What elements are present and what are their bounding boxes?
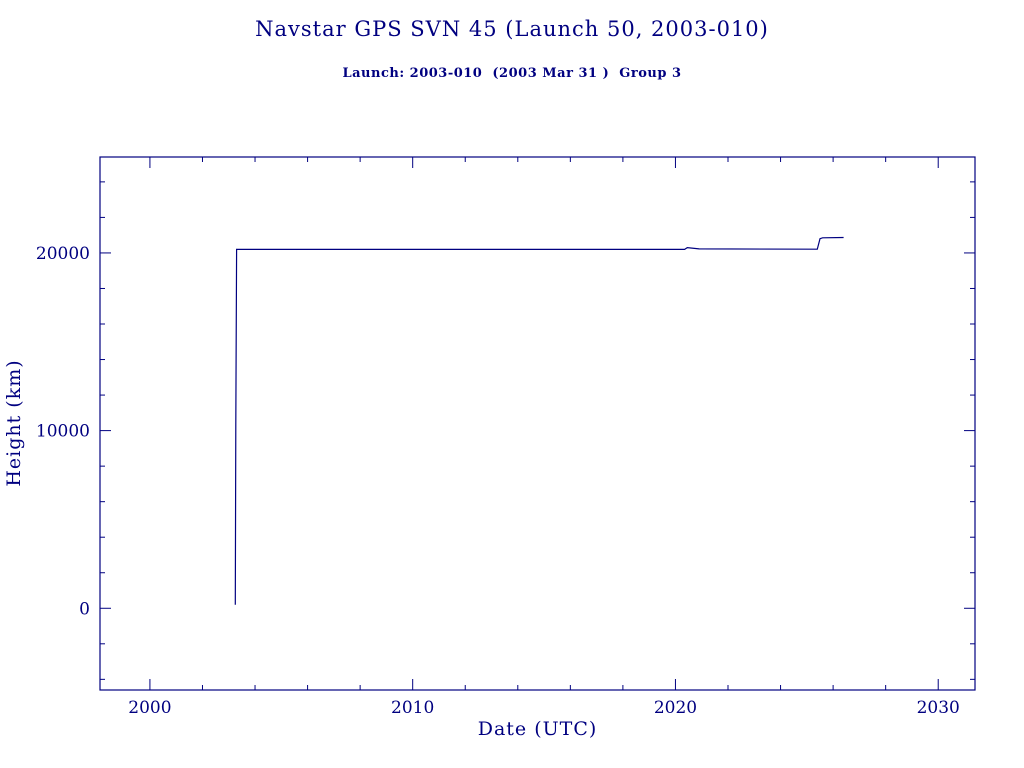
x-tick-label: 2030 <box>917 698 960 718</box>
y-tick-label: 20000 <box>36 244 90 264</box>
chart-title: Navstar GPS SVN 45 (Launch 50, 2003-010) <box>255 17 769 41</box>
x-axis-label: Date (UTC) <box>477 718 598 740</box>
x-tick-label: 2020 <box>654 698 697 718</box>
series-line-height-km <box>234 236 844 605</box>
y-axis-label: Height (km) <box>3 359 25 487</box>
y-tick-label: 10000 <box>36 422 90 442</box>
chart-subtitle: Launch: 2003-010 (2003 Mar 31 ) Group 3 <box>342 66 682 81</box>
x-tick-label: 2010 <box>391 698 434 718</box>
y-tick-label: 0 <box>79 599 90 619</box>
axis-box <box>99 156 976 691</box>
x-tick-label: 2000 <box>128 698 171 718</box>
